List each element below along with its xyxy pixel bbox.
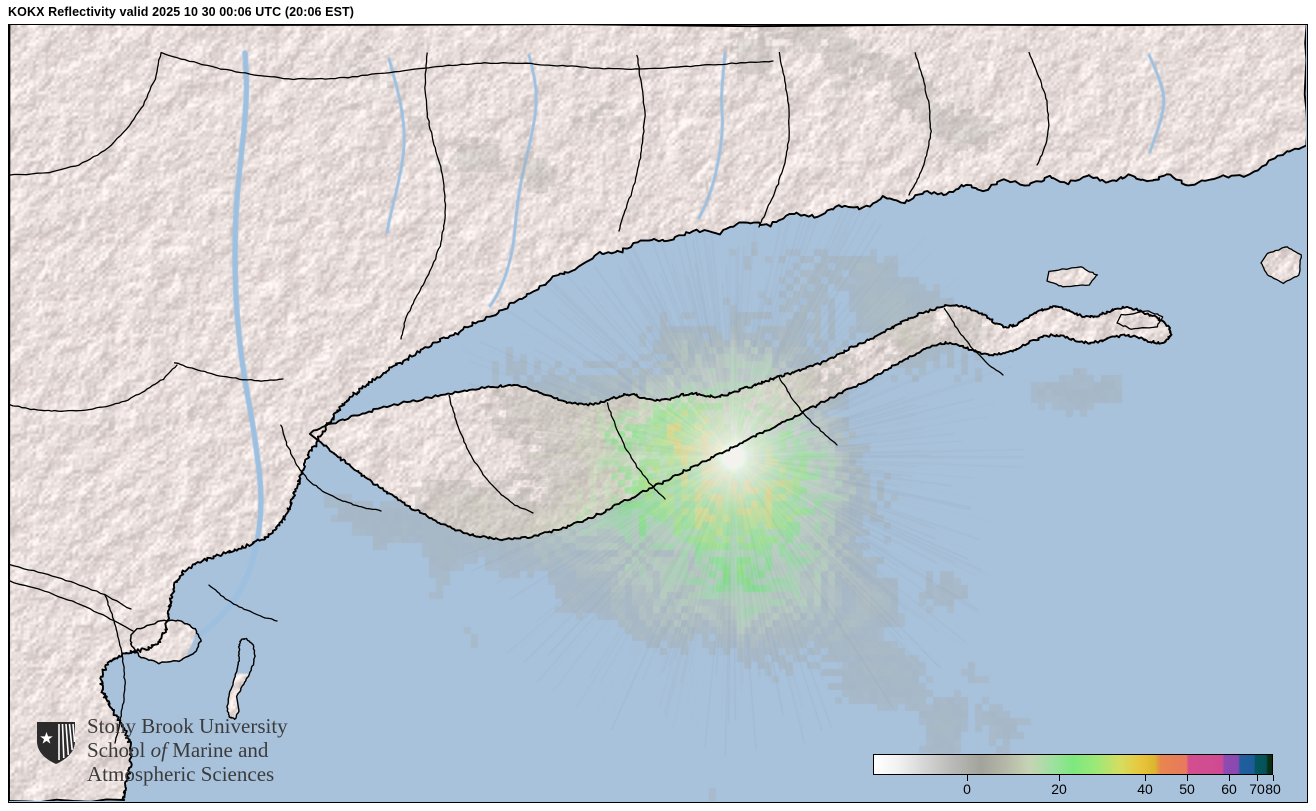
map-line	[104, 594, 126, 744]
map-line	[1046, 266, 1099, 288]
map-line	[1116, 310, 1164, 330]
colorbar-tick	[967, 775, 968, 781]
title-bar: KOKX Reflectivity valid 2025 10 30 00:06…	[0, 0, 1316, 24]
radar-map-canvas[interactable]	[9, 25, 1306, 801]
colorbar-tick-labels: 0 20 40 50 60 70 80	[873, 781, 1281, 801]
radar-map-frame[interactable]: Stony Brook University School of Marine …	[8, 24, 1308, 803]
colorbar-tick-label: 20	[1051, 781, 1067, 797]
map-line	[1028, 51, 1050, 166]
colorbar-tick-label: 40	[1137, 781, 1153, 797]
map-line	[129, 619, 202, 665]
map-line	[943, 307, 1004, 376]
map-vector-overlay	[9, 25, 1306, 801]
colorbar-tick	[1187, 775, 1188, 781]
colorbar-tick-label: 60	[1221, 781, 1237, 797]
map-line	[618, 54, 646, 232]
map-line	[606, 402, 666, 500]
map-line	[308, 304, 1173, 542]
map-line	[758, 51, 790, 228]
map-line	[9, 579, 134, 632]
colorbar-legend: 0 20 40 50 60 70 80	[873, 754, 1283, 802]
colorbar-ticks	[873, 775, 1274, 782]
map-line	[226, 637, 256, 720]
colorbar-tick	[1059, 775, 1060, 781]
map-line	[280, 424, 382, 512]
map-line	[9, 563, 132, 610]
map-line	[448, 394, 534, 514]
map-line	[1260, 246, 1302, 285]
map-line	[778, 376, 838, 446]
map-line	[9, 364, 178, 412]
map-line	[173, 362, 284, 382]
map-line	[400, 52, 447, 340]
colorbar-tick-label: 50	[1179, 781, 1195, 797]
page-title: KOKX Reflectivity valid 2025 10 30 00:06…	[8, 5, 355, 19]
colorbar-tick	[1257, 775, 1258, 781]
colorbar-gradient	[873, 754, 1273, 775]
colorbar-tick-label: 0	[963, 781, 971, 797]
colorbar-tick	[1273, 775, 1274, 781]
map-line	[9, 52, 162, 176]
radar-reflectivity-layer	[9, 25, 1306, 801]
colorbar-tick-label: 80	[1265, 781, 1281, 797]
map-line	[9, 25, 1306, 801]
colorbar-tick-label: 70	[1249, 781, 1265, 797]
map-line	[908, 52, 932, 196]
map-line	[160, 51, 774, 81]
colorbar-tick	[1145, 775, 1146, 781]
colorbar-tick	[1229, 775, 1230, 781]
map-line	[208, 584, 278, 622]
